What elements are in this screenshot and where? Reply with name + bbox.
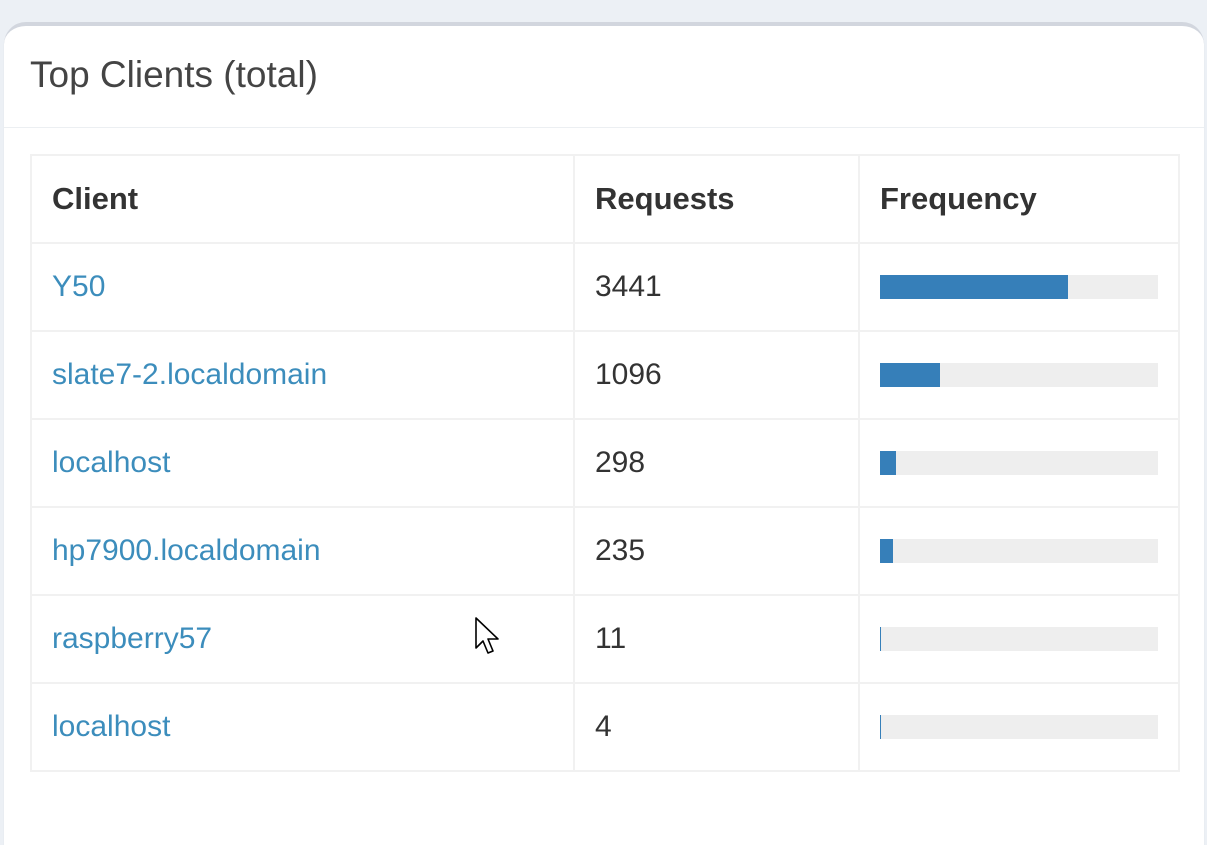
client-link[interactable]: Y50 xyxy=(52,270,106,303)
client-link[interactable]: slate7-2.localdomain xyxy=(52,358,328,391)
table-row: slate7-2.localdomain 1096 xyxy=(30,330,1180,420)
column-header-requests: Requests xyxy=(573,154,860,244)
clients-table-wrapper: Client Requests Frequency Y50 3441 xyxy=(30,154,1180,772)
frequency-bar xyxy=(880,539,893,563)
frequency-cell xyxy=(858,682,1180,772)
table-row: Y50 3441 xyxy=(30,242,1180,332)
frequency-progress xyxy=(880,363,1158,387)
requests-cell: 4 xyxy=(573,682,860,772)
client-cell: raspberry57 xyxy=(30,594,575,684)
requests-cell: 1096 xyxy=(573,330,860,420)
frequency-bar xyxy=(880,451,897,475)
table-row: hp7900.localdomain 235 xyxy=(30,506,1180,596)
frequency-bar xyxy=(880,627,881,651)
column-header-frequency: Frequency xyxy=(858,154,1180,244)
requests-cell: 235 xyxy=(573,506,860,596)
frequency-cell xyxy=(858,418,1180,508)
frequency-progress xyxy=(880,627,1158,651)
frequency-cell xyxy=(858,330,1180,420)
frequency-bar xyxy=(880,275,1068,299)
frequency-progress xyxy=(880,715,1158,739)
frequency-progress xyxy=(880,275,1158,299)
table-row: localhost 4 xyxy=(30,682,1180,772)
client-cell: localhost xyxy=(30,418,575,508)
table-header-row: Client Requests Frequency xyxy=(30,154,1180,244)
box-title: Top Clients (total) xyxy=(30,54,318,95)
client-link[interactable]: hp7900.localdomain xyxy=(52,534,321,567)
frequency-cell xyxy=(858,242,1180,332)
frequency-progress xyxy=(880,451,1158,475)
requests-cell: 3441 xyxy=(573,242,860,332)
frequency-cell xyxy=(858,594,1180,684)
client-cell: localhost xyxy=(30,682,575,772)
client-link[interactable]: localhost xyxy=(52,446,171,479)
top-clients-box: Top Clients (total) Client Requests Freq… xyxy=(4,22,1204,845)
frequency-progress xyxy=(880,539,1158,563)
client-link[interactable]: raspberry57 xyxy=(52,622,213,655)
box-header: Top Clients (total) xyxy=(4,26,1204,128)
table-row: raspberry57 11 xyxy=(30,594,1180,684)
frequency-bar xyxy=(880,715,881,739)
table-row: localhost 298 xyxy=(30,418,1180,508)
frequency-cell xyxy=(858,506,1180,596)
frequency-bar xyxy=(880,363,940,387)
column-header-client: Client xyxy=(30,154,575,244)
client-link[interactable]: localhost xyxy=(52,710,171,743)
client-cell: slate7-2.localdomain xyxy=(30,330,575,420)
requests-cell: 11 xyxy=(573,594,860,684)
client-cell: hp7900.localdomain xyxy=(30,506,575,596)
clients-table: Client Requests Frequency Y50 3441 xyxy=(30,154,1180,772)
requests-cell: 298 xyxy=(573,418,860,508)
client-cell: Y50 xyxy=(30,242,575,332)
